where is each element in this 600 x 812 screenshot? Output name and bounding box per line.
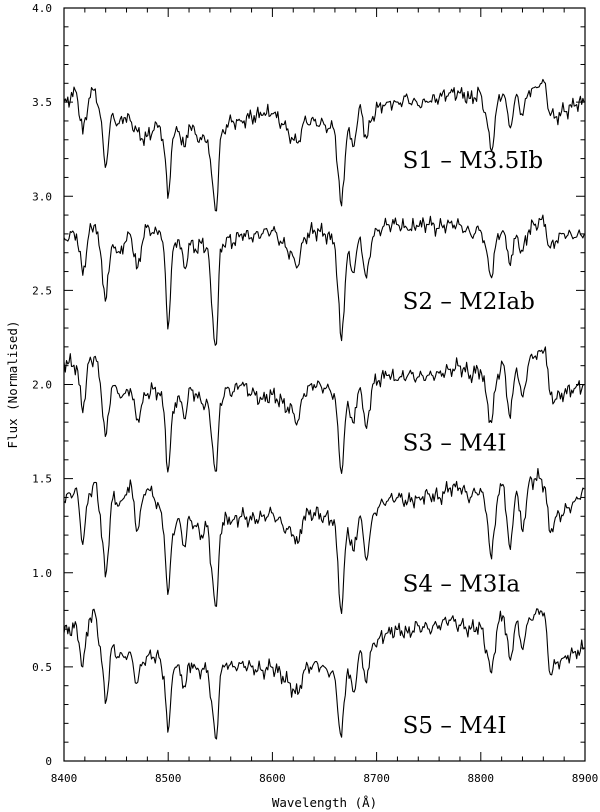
series-label-2: S2 – M2Iab [403,289,535,315]
spectrum-line-1 [63,78,585,212]
axis-ticks [63,7,586,762]
series-labels: S1 – M3.5Ib S2 – M2Iab S3 – M4I S4 – M3Ia S5… [403,148,543,739]
x-tick-label: 8900 [572,772,599,785]
spectrum-line-4 [63,467,585,615]
y-tick-label: 3.5 [32,96,52,109]
y-tick-label: 4.0 [32,2,52,15]
series-label-4: S4 – M3Ia [403,572,521,598]
x-tick-label: 8500 [155,772,182,785]
spectrum-line-5 [63,608,585,740]
y-tick-label: 2.0 [32,379,52,392]
y-tick-label: 0.5 [32,661,52,674]
axis-tick-labels: 8400 8500 8600 8700 8800 8900 0 0.5 1.0 1.5 2.0 2.5… [32,2,598,785]
y-tick-label: 3.0 [32,190,52,203]
series-label-1: S1 – M3.5Ib [403,148,543,174]
x-axis-label: Wavelength (Å) [272,795,377,810]
x-tick-label: 8600 [259,772,286,785]
series-label-5: S5 – M4I [403,713,507,739]
spectrum-line-2 [63,214,585,346]
spectra-series [63,78,585,740]
series-label-3: S3 – M4I [403,430,507,456]
x-tick-label: 8400 [51,772,78,785]
y-tick-label: 0 [45,755,52,768]
y-tick-label: 1.0 [32,567,52,580]
y-axis-label: Flux (Normalised) [5,321,20,449]
y-tick-label: 2.5 [32,284,52,297]
x-tick-label: 8800 [468,772,495,785]
plot-frame [63,7,586,762]
x-tick-label: 8700 [363,772,390,785]
y-tick-label: 1.5 [32,473,52,486]
spectrum-line-3 [63,346,585,474]
